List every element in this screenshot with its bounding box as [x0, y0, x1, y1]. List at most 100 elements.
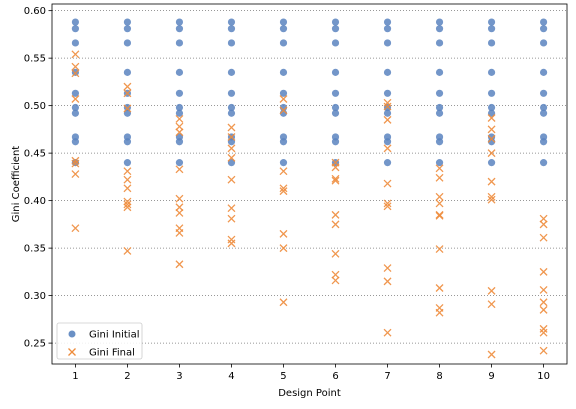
gini-initial-point — [539, 109, 548, 117]
x-tick-label: 3 — [176, 371, 182, 382]
gini-initial-point — [331, 89, 340, 97]
gini-initial-point — [227, 138, 236, 146]
gini-initial-point — [331, 109, 340, 117]
gini-initial-point — [487, 25, 496, 33]
gini-initial-point — [71, 103, 80, 112]
gini-initial-point — [487, 68, 496, 76]
gini-initial-point — [383, 25, 392, 33]
gini-final-point — [539, 267, 548, 276]
gini-final-point — [331, 163, 340, 172]
gini-initial-point — [383, 89, 392, 97]
gini-final-point — [279, 95, 288, 103]
gini-final-point — [435, 173, 444, 182]
gini-final-point — [175, 128, 184, 137]
gini-final-point — [175, 114, 184, 123]
gini-initial-point — [435, 89, 444, 97]
gini-initial-point — [71, 25, 80, 33]
gini-final-point — [539, 214, 548, 223]
gini-initial-point — [123, 68, 132, 76]
gini-final-point — [435, 210, 444, 219]
gini-initial-point — [175, 25, 184, 33]
gini-initial-point — [71, 18, 80, 26]
x-tick-label: 10 — [537, 371, 550, 382]
gini-initial-point — [227, 68, 236, 76]
gini-final-point — [435, 308, 444, 317]
x-tick-label: 6 — [332, 371, 338, 382]
gini-final-point — [539, 220, 548, 229]
plot-frame — [51, 3, 568, 365]
gini-final-point — [175, 122, 184, 131]
gini-final-point — [123, 197, 132, 206]
gini-final-point — [383, 277, 392, 286]
gini-final-point — [71, 156, 80, 165]
gini-final-point — [487, 149, 496, 158]
gini-initial-point — [383, 159, 392, 167]
gini-final-point — [123, 82, 132, 91]
gini-final-point — [331, 210, 340, 219]
gini-initial-point — [539, 138, 548, 146]
gini-initial-point — [435, 25, 444, 33]
gini-final-point — [123, 175, 132, 184]
gini-initial-point — [123, 18, 132, 26]
legend-marker-initial — [68, 330, 76, 338]
gini-final-point — [383, 328, 392, 337]
gini-initial-point — [435, 103, 444, 112]
gini-initial-point — [331, 25, 340, 33]
gini-final-point — [227, 153, 236, 162]
gini-initial-point — [539, 25, 548, 33]
gini-initial-point — [279, 138, 288, 146]
gini-initial-point — [227, 25, 236, 33]
legend-label-initial: Gini Initial — [89, 330, 140, 341]
y-tick-label: 0.50 — [24, 101, 46, 112]
gini-initial-point — [279, 39, 288, 47]
gini-final-point — [71, 62, 80, 71]
legend: Gini Initial Gini Final — [56, 322, 143, 360]
gini-final-point — [175, 203, 184, 212]
gini-final-point — [175, 228, 184, 237]
gini-final-point — [487, 286, 496, 295]
gini-final-point — [227, 123, 236, 132]
grid-layer — [52, 10, 567, 344]
gini-final-point — [539, 305, 548, 314]
gini-final-point — [71, 50, 80, 59]
legend-box — [56, 322, 143, 360]
gini-initial-point — [539, 103, 548, 112]
gini-initial-point — [539, 159, 548, 167]
gini-initial-point — [71, 39, 80, 47]
gini-final-point — [279, 244, 288, 253]
gini-final-point — [175, 165, 184, 174]
series-gini-final — [71, 50, 548, 359]
gini-final-point — [123, 167, 132, 176]
gini-initial-point — [227, 109, 236, 117]
gini-initial-point — [71, 68, 80, 76]
gini-final-point — [227, 175, 236, 184]
gini-initial-point — [383, 103, 392, 112]
gini-initial-point — [227, 39, 236, 47]
y-tick-label: 0.40 — [24, 196, 46, 207]
gini-initial-point — [383, 18, 392, 26]
gini-final-point — [71, 69, 80, 78]
gini-final-point — [331, 176, 340, 185]
gini-initial-point — [175, 103, 184, 112]
gini-initial-point — [539, 39, 548, 47]
gini-initial-point — [383, 39, 392, 47]
gini-final-point — [71, 170, 80, 178]
y-tick-label: 0.25 — [24, 339, 46, 350]
gini-initial-point — [539, 18, 548, 26]
gini-initial-point — [539, 68, 548, 76]
gini-final-point — [435, 211, 444, 220]
gini-initial-point — [227, 103, 236, 112]
x-tick-label: 7 — [384, 371, 390, 382]
gini-initial-point — [383, 109, 392, 117]
gini-final-point — [123, 184, 132, 193]
gini-final-point — [539, 346, 548, 355]
gini-final-point — [175, 194, 184, 203]
gini-final-point — [383, 115, 392, 124]
gini-initial-point — [487, 109, 496, 117]
gini-final-point — [279, 184, 288, 193]
marks-layer — [71, 18, 548, 359]
gini-initial-point — [227, 18, 236, 26]
gini-initial-point — [175, 159, 184, 167]
gini-final-point — [383, 179, 392, 188]
